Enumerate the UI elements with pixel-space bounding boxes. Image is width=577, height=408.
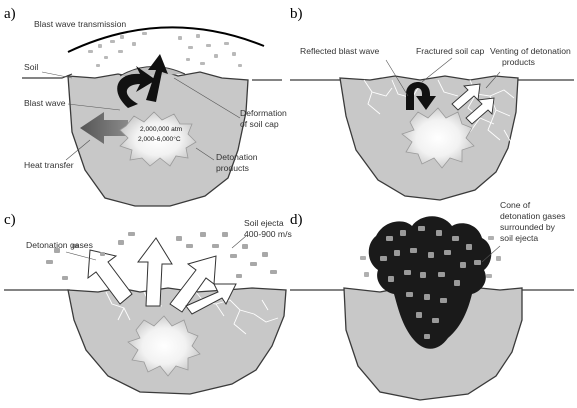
panel-b: b) Reflected bl xyxy=(290,6,574,201)
panel-d-label-cone-1: Cone of xyxy=(500,200,531,210)
panel-b-label-reflected-blast-wave: Reflected blast wave xyxy=(300,46,380,56)
panel-d-gas-cone xyxy=(368,216,492,349)
panel-b-label-venting-2: products xyxy=(502,57,535,67)
panel-b-vent-arrow-2 xyxy=(465,97,495,125)
panel-d-label-cone-2: detonation gases xyxy=(500,211,565,221)
panel-a-label-blast-wave-transmission: Blast wave transmission xyxy=(34,19,126,29)
panel-a-explosion-burst xyxy=(119,111,197,167)
panel-a-label-detonation-1: Detonation xyxy=(216,152,258,162)
panel-a-label-detonation-2: products xyxy=(216,163,249,173)
panel-c-label-soil-ejecta-2: 400-900 m/s xyxy=(244,229,292,239)
panel-d-letter: d) xyxy=(290,212,303,228)
panel-b-label-venting-1: Venting of detonation xyxy=(490,46,571,56)
panel-c-gas-arrow-far-right xyxy=(185,283,237,315)
panel-d-ejecta-outside xyxy=(360,236,501,278)
panel-a-soil-particles xyxy=(88,32,242,67)
panel-a-letter: a) xyxy=(4,6,16,22)
panel-b-vent-arrow-1 xyxy=(451,83,481,111)
panel-c: c) xyxy=(4,212,292,395)
panel-d-leader xyxy=(481,245,501,263)
panel-a-heat-transfer-arrow xyxy=(80,112,128,144)
panel-d-label-cone-3: surrounded by xyxy=(500,222,556,232)
panel-a-transmission-arc xyxy=(67,26,265,53)
panel-c-label-soil-ejecta-1: Soil ejecta xyxy=(244,218,284,228)
panel-c-explosion-burst xyxy=(127,315,201,377)
panel-a-label-heat-transfer: Heat transfer xyxy=(24,160,74,170)
panel-a-blast-wave-arrow xyxy=(117,66,156,108)
panel-c-leaders xyxy=(65,235,247,261)
panel-a-label-deformation-2: of soil cap xyxy=(240,119,279,129)
panel-b-explosion-burst xyxy=(401,107,475,169)
panel-c-letter: c) xyxy=(4,212,16,228)
panel-c-soil-ejecta xyxy=(46,232,277,280)
panel-b-reflected-wave-arrow xyxy=(406,82,436,110)
panel-a: a) xyxy=(4,6,287,207)
panel-b-label-fractured-soil-cap: Fractured soil cap xyxy=(416,46,485,56)
panel-a-label-blast-wave: Blast wave xyxy=(24,98,66,108)
panel-a-upward-arrow xyxy=(146,54,168,102)
panel-d-ejecta-inside xyxy=(380,226,481,339)
panel-b-letter: b) xyxy=(290,6,303,22)
panel-a-ground-line xyxy=(22,73,73,79)
panel-b-leaders xyxy=(385,57,501,97)
panel-d-label-cone-4: soil ejecta xyxy=(500,233,538,243)
panel-c-label-detonation-gases: Detonation gases xyxy=(26,240,93,250)
panel-a-pressure: 2,000,000 atm xyxy=(140,126,183,133)
panel-a-temperature: 2,000-6,000°C xyxy=(138,135,181,143)
panel-c-gas-arrow-center xyxy=(137,237,173,307)
panel-a-label-deformation-1: Deformation xyxy=(240,108,287,118)
panel-a-leaders xyxy=(41,71,241,161)
panel-a-label-soil: Soil xyxy=(24,62,38,72)
panel-d: d) xyxy=(290,200,574,401)
